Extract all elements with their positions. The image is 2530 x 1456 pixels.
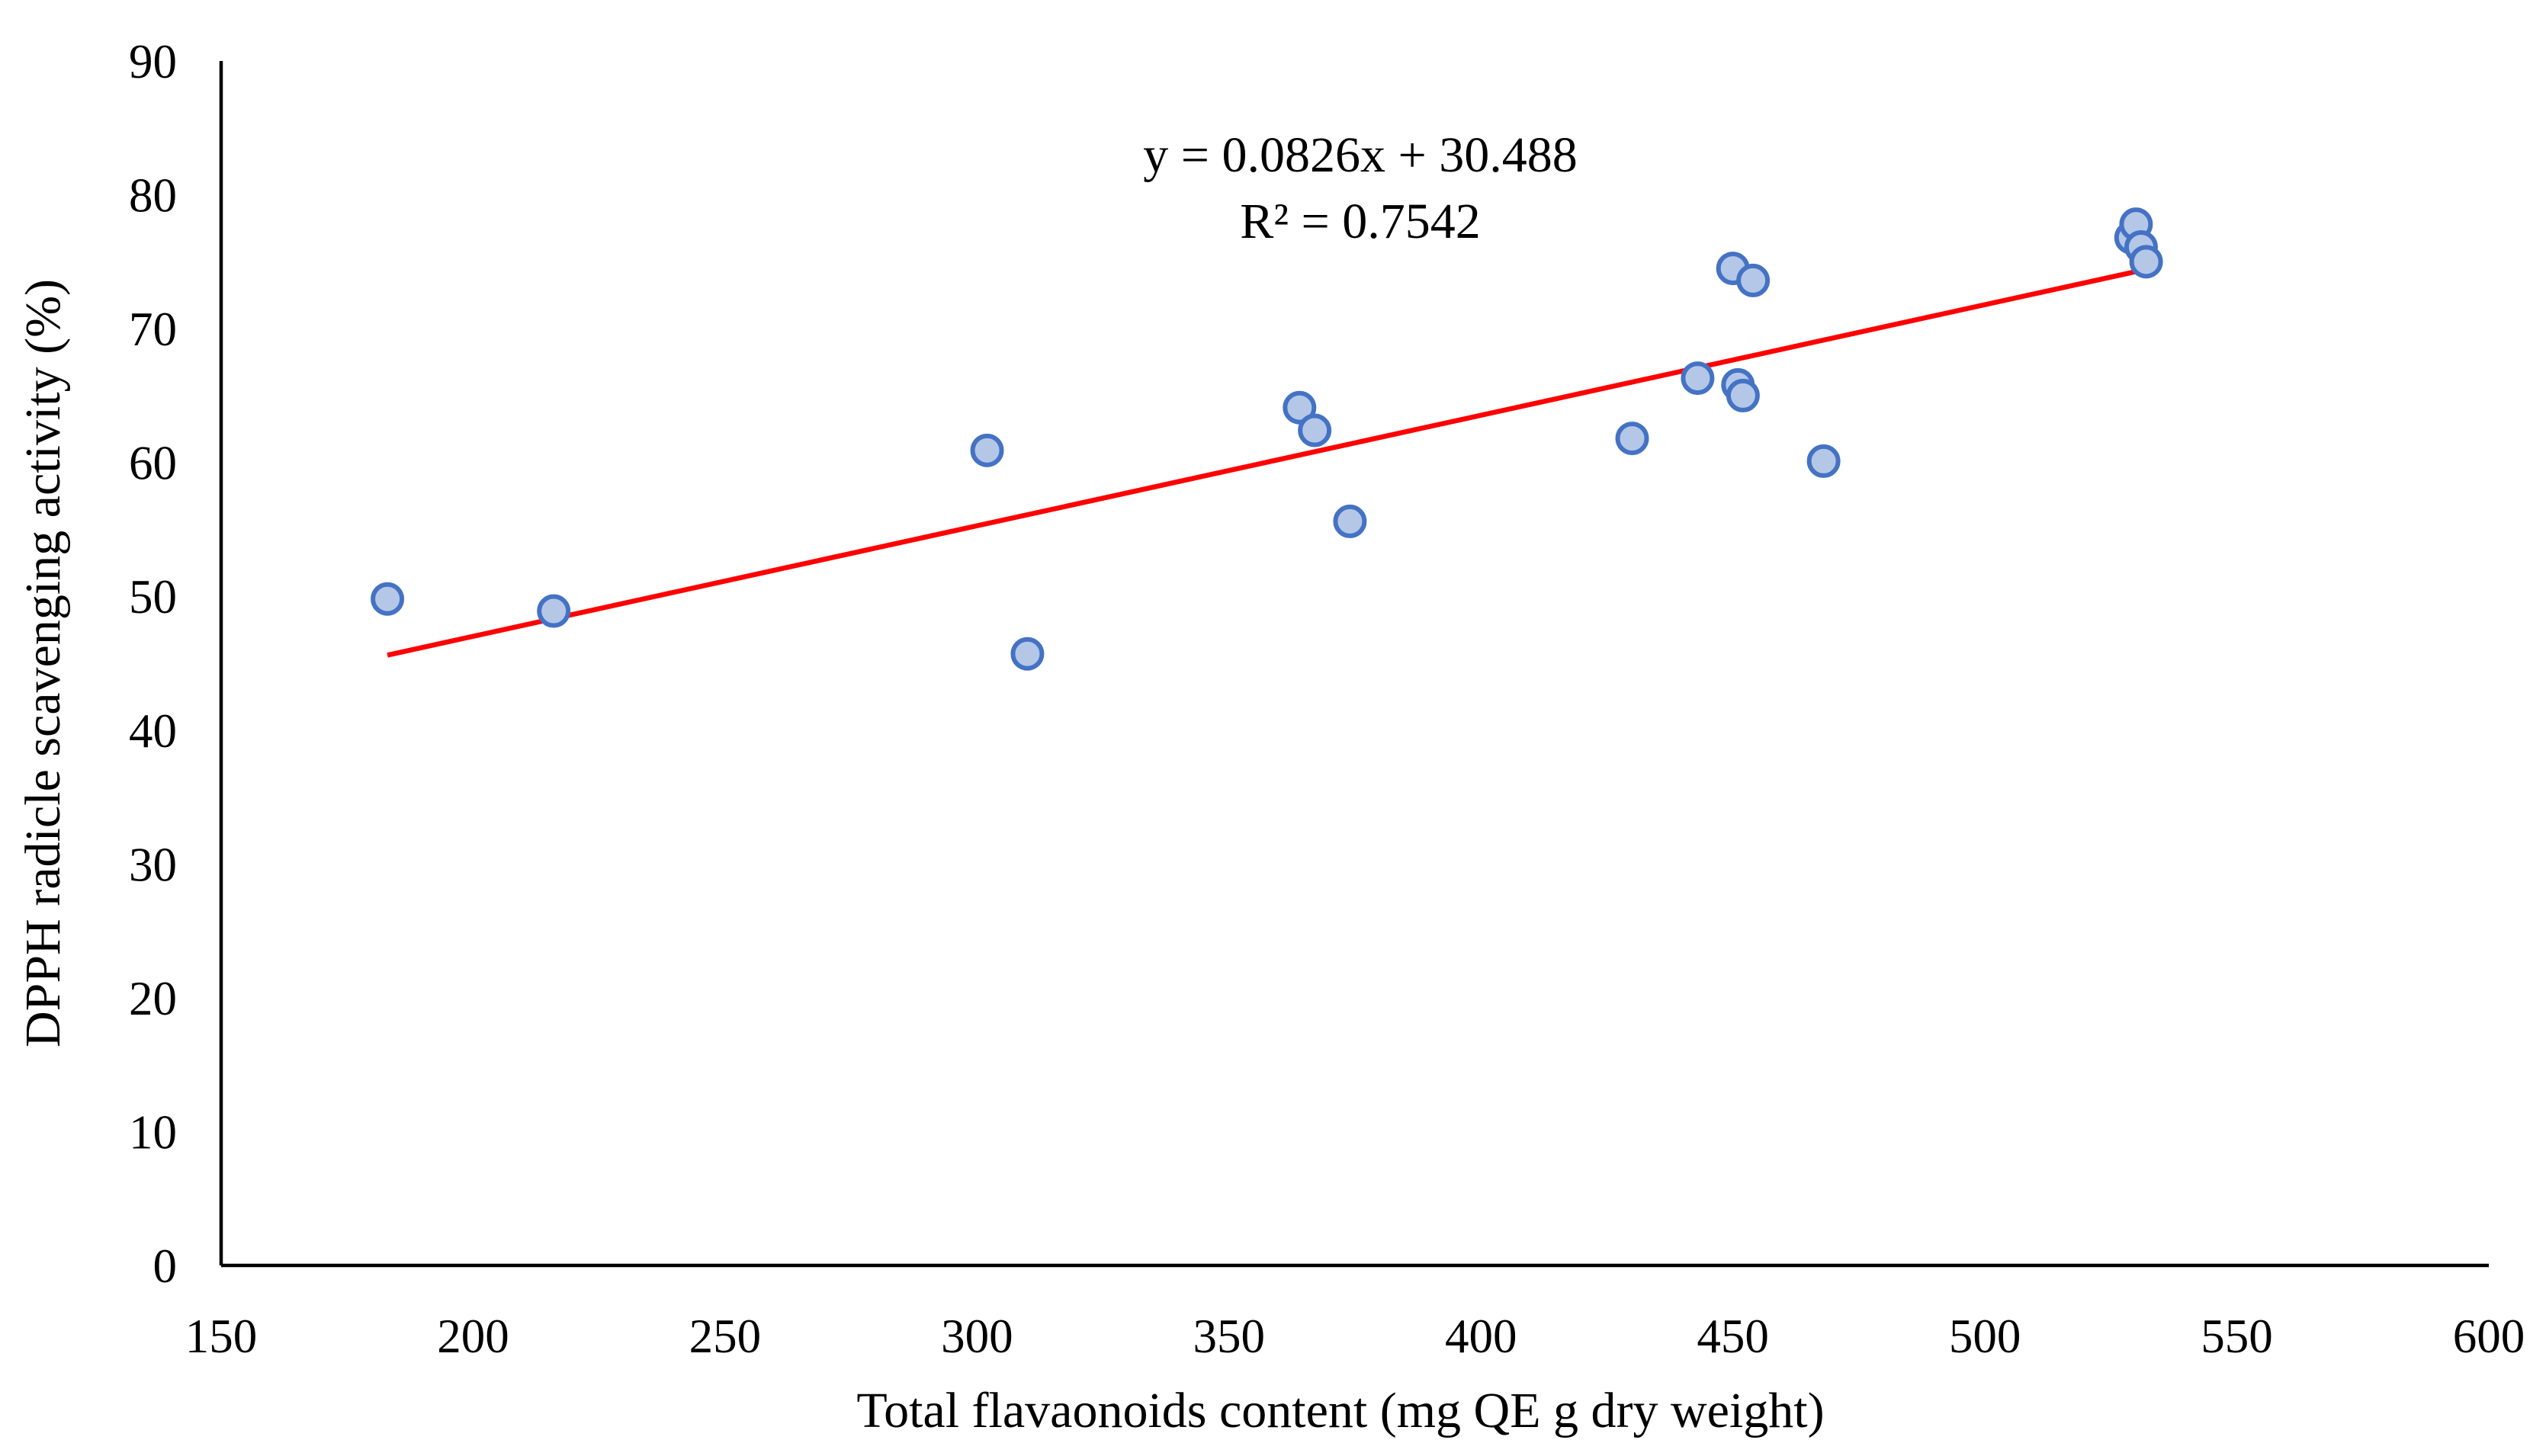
- data-point: [1615, 422, 1649, 456]
- data-point: [1806, 444, 1841, 478]
- y-axis-title: DPPH radicle scavenging activity (%): [15, 279, 71, 1047]
- y-tick-label: 0: [153, 1240, 178, 1293]
- x-tick-label: 500: [1949, 1310, 2021, 1363]
- x-tick-label: 600: [2453, 1310, 2525, 1363]
- data-point: [537, 594, 571, 628]
- x-tick-label: 250: [689, 1310, 762, 1363]
- y-tick-label: 70: [129, 303, 177, 356]
- y-tick-label: 50: [129, 570, 177, 624]
- y-tick-label: 60: [129, 437, 177, 490]
- trendline-equation: y = 0.0826x + 30.488: [1143, 127, 1577, 183]
- x-tick-label: 150: [185, 1310, 258, 1363]
- y-tick-label: 80: [129, 169, 177, 223]
- data-points: [371, 207, 2163, 671]
- y-tick-label: 40: [129, 704, 177, 758]
- x-tick-label: 300: [941, 1310, 1013, 1363]
- data-point: [1726, 378, 1760, 412]
- data-point: [970, 433, 1004, 467]
- x-tick-label: 200: [437, 1310, 509, 1363]
- data-point: [1736, 263, 1771, 297]
- data-point: [1283, 390, 1317, 425]
- data-point: [1298, 413, 1332, 447]
- data-point: [371, 582, 405, 616]
- data-point: [1681, 361, 1715, 396]
- y-tick-labels: 0 10 20 30 40 50 60 70 80 90: [129, 35, 177, 1293]
- data-point: [1333, 504, 1367, 538]
- x-tick-labels: 150 200 250 300 350 400 450 500 550 600: [185, 1310, 2525, 1363]
- x-tick-label: 350: [1193, 1310, 1266, 1363]
- data-point: [1010, 637, 1045, 671]
- data-point: [2129, 245, 2163, 279]
- x-tick-label: 450: [1697, 1310, 1769, 1363]
- y-tick-label: 20: [129, 972, 177, 1025]
- x-axis-title: Total flavaonoids content (mg QE g dry w…: [856, 1383, 1824, 1438]
- y-tick-label: 30: [129, 838, 177, 891]
- x-tick-label: 550: [2201, 1310, 2273, 1363]
- trendline-r2: R² = 0.7542: [1240, 194, 1481, 249]
- y-tick-label: 90: [129, 35, 177, 88]
- trendline: [387, 267, 2147, 658]
- x-tick-label: 400: [1445, 1310, 1517, 1363]
- y-tick-label: 10: [129, 1105, 177, 1159]
